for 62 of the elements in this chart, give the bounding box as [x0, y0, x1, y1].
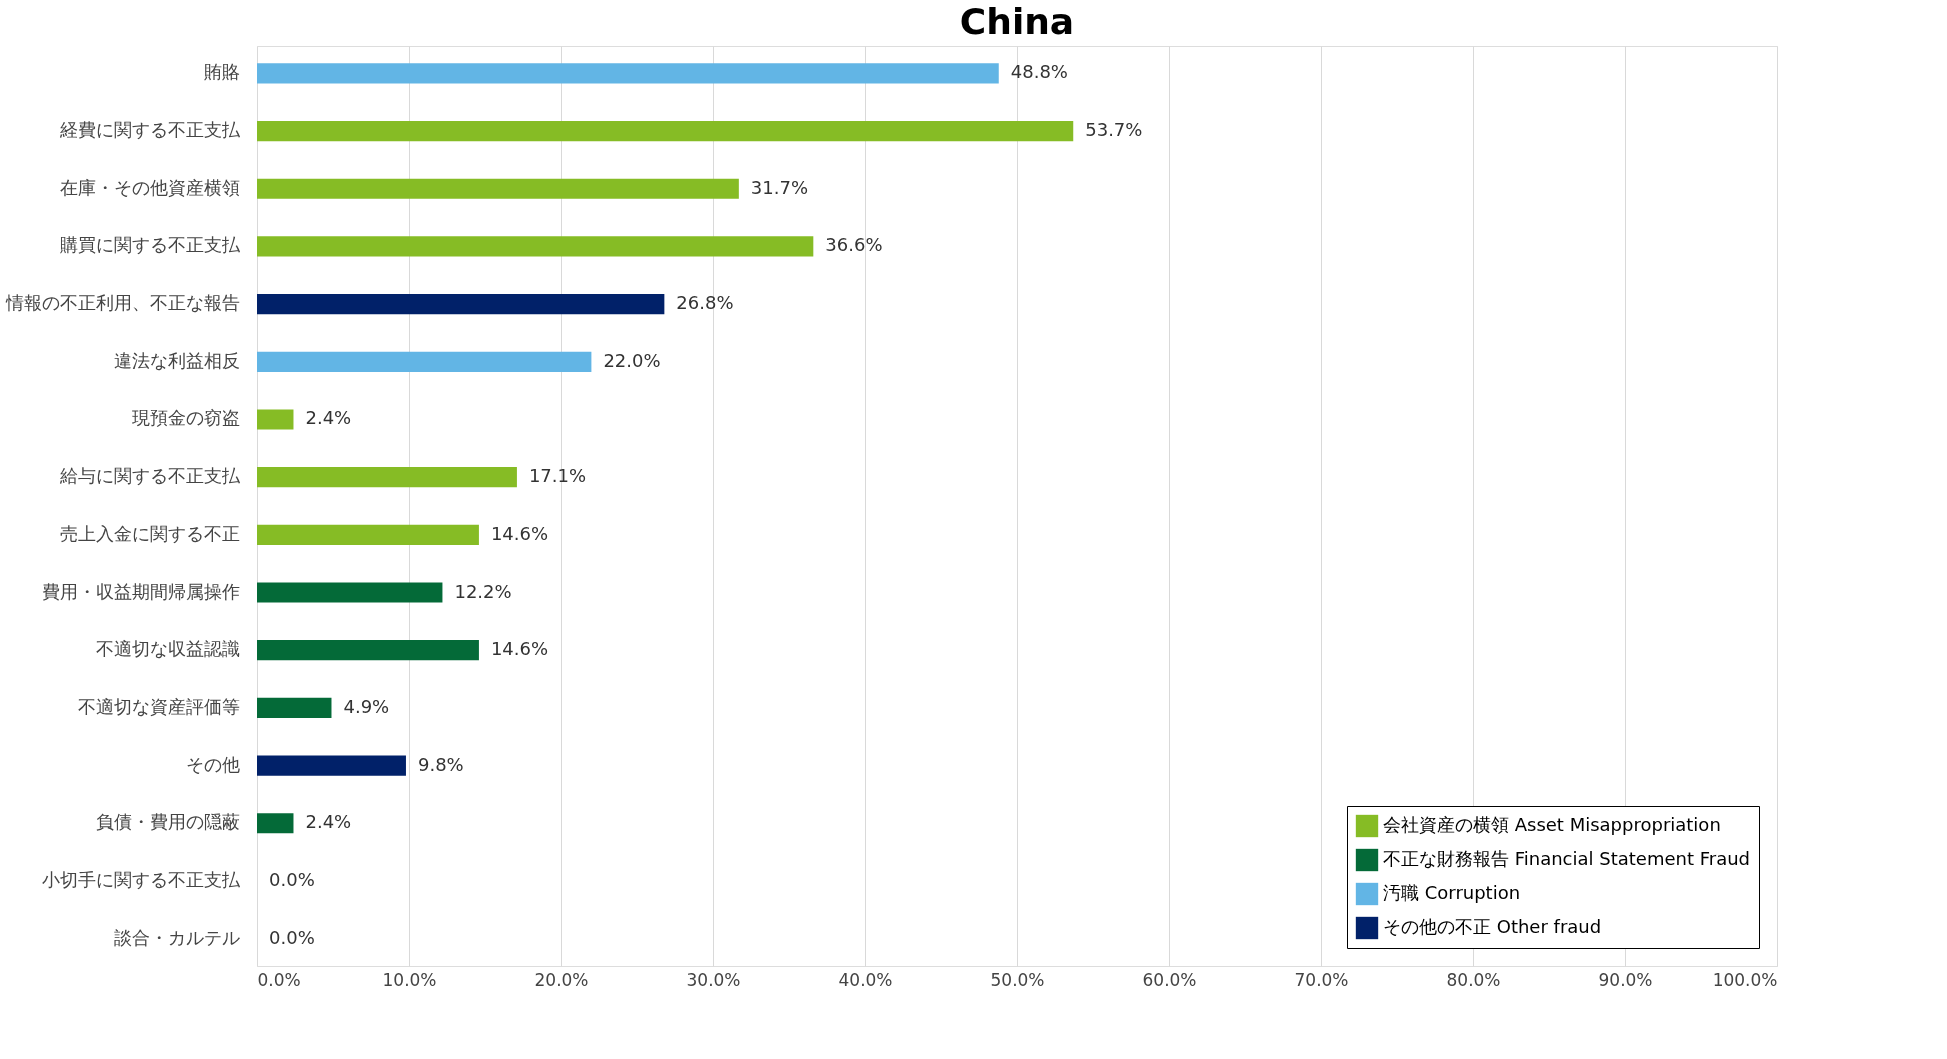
x-tick-label: 20.0%	[534, 969, 589, 990]
bar	[257, 697, 332, 718]
y-tick-label: 購買に関する不正支払	[59, 234, 241, 256]
x-tick-label: 0.0%	[257, 969, 301, 990]
bar	[257, 582, 443, 603]
y-tick-label: 不適切な収益認識	[95, 638, 240, 660]
legend-label: 会社資産の横領 Asset Misappropriation	[1383, 814, 1721, 835]
bar	[257, 467, 517, 488]
x-tick-label: 50.0%	[990, 969, 1045, 990]
y-tick-label: 経費に関する不正支払	[58, 119, 241, 141]
y-tick-label: 費用・収益期間帰属操作	[41, 580, 240, 602]
legend-label: その他の不正 Other fraud	[1383, 916, 1602, 937]
legend-label: 不正な財務報告 Financial Statement Fraud	[1383, 848, 1751, 869]
legend-label: 汚職 Corruption	[1383, 882, 1521, 903]
y-tick-label: 情報の不正利用、不正な報告	[4, 292, 240, 314]
x-tick-label: 90.0%	[1598, 969, 1653, 990]
data-label: 36.6%	[825, 234, 883, 256]
bar	[257, 524, 479, 545]
x-tick-label: 100.0%	[1712, 969, 1778, 990]
x-tick-label: 80.0%	[1446, 969, 1501, 990]
y-tick-label: 現預金の窃盗	[131, 407, 240, 429]
data-label: 9.8%	[417, 753, 464, 775]
y-tick-label: 違法な利益相反	[113, 349, 240, 371]
data-label: 2.4%	[305, 811, 352, 833]
data-label: 48.8%	[1010, 61, 1068, 83]
x-tick-label: 60.0%	[1142, 969, 1197, 990]
x-tick-label: 10.0%	[382, 969, 437, 990]
data-label: 12.2%	[454, 580, 512, 602]
data-label: 31.7%	[750, 176, 809, 198]
x-tick-label: 70.0%	[1294, 969, 1349, 990]
bar	[257, 178, 739, 199]
bar	[257, 351, 592, 372]
bar	[257, 813, 294, 834]
data-label: 53.7%	[1085, 119, 1143, 141]
y-tick-label: 賄賂	[203, 61, 240, 83]
data-label: 0.0%	[269, 868, 315, 890]
y-tick-label: 小切手に関する不正支払	[41, 868, 241, 890]
data-label: 22.0%	[603, 349, 661, 371]
data-label: 17.1%	[528, 465, 587, 487]
x-tick-label: 40.0%	[838, 969, 893, 990]
data-label: 2.4%	[305, 407, 352, 429]
data-label: 0.0%	[269, 926, 315, 948]
bar	[257, 120, 1074, 142]
y-tick-label: その他	[185, 753, 240, 775]
y-tick-label: 売上入金に関する不正	[59, 522, 240, 544]
bar	[257, 409, 294, 430]
bar	[257, 236, 814, 257]
chart-title: China	[959, 1, 1075, 42]
y-tick-label: 在庫・その他資産横領	[59, 176, 240, 198]
data-label: 4.9%	[343, 695, 390, 717]
y-tick-label: 不適切な資産評価等	[77, 695, 240, 717]
bar	[257, 294, 665, 315]
y-tick-label: 談合・カルテル	[113, 926, 240, 948]
y-tick-label: 給与に関する不正支払	[58, 465, 241, 487]
data-label: 14.6%	[490, 522, 549, 544]
data-label: 26.8%	[676, 292, 734, 314]
x-tick-label: 30.0%	[686, 969, 741, 990]
bar	[257, 640, 479, 661]
data-label: 14.6%	[490, 638, 549, 660]
bar	[257, 63, 999, 84]
y-tick-label: 負債・費用の隠蔽	[95, 811, 240, 833]
bar	[257, 755, 406, 776]
